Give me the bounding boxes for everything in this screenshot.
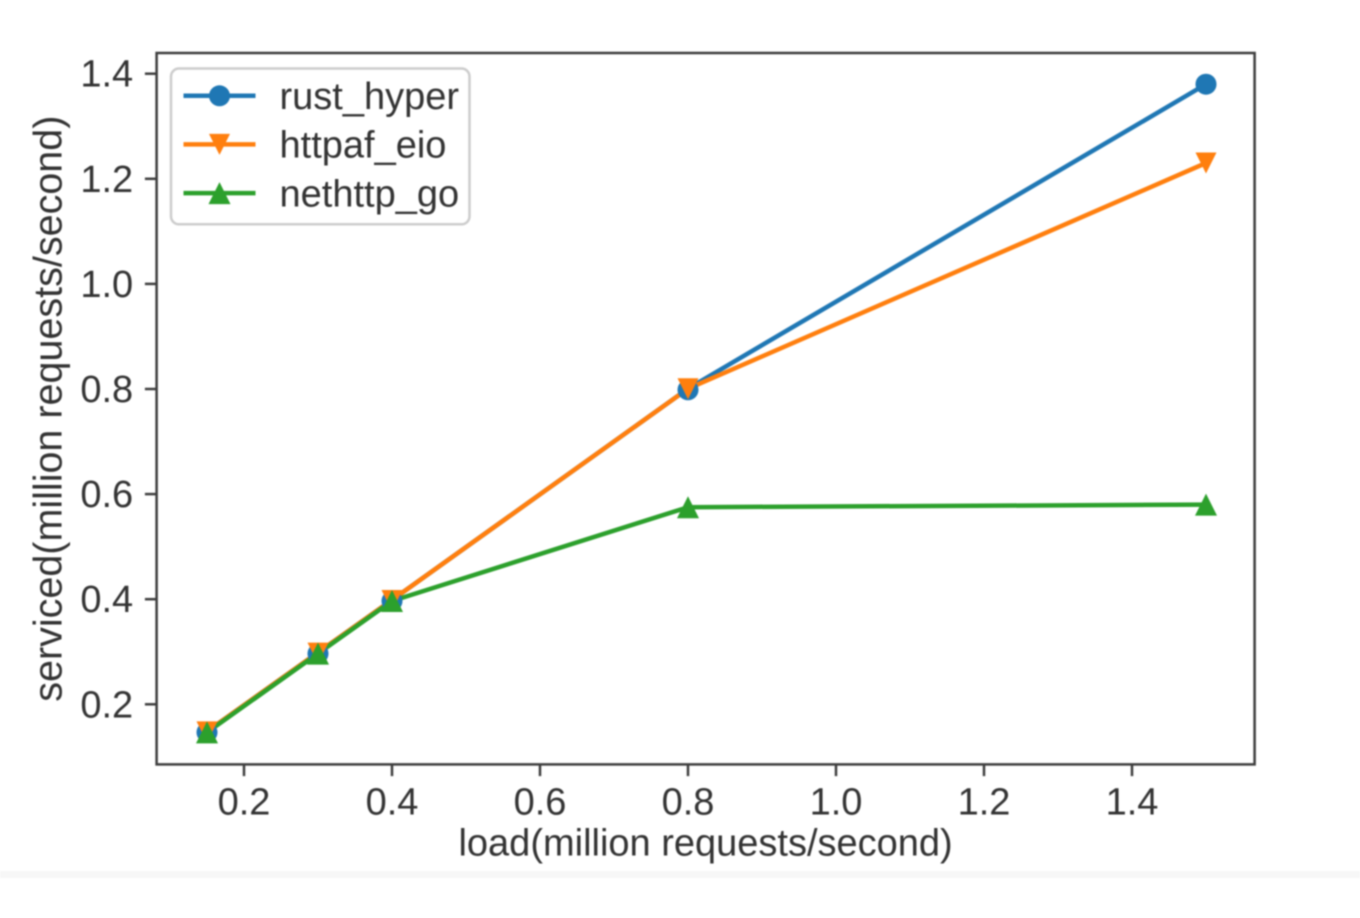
svg-text:0.2: 0.2 [80, 684, 133, 726]
svg-text:0.4: 0.4 [80, 579, 133, 621]
svg-text:1.4: 1.4 [1106, 782, 1159, 824]
svg-text:1.0: 1.0 [80, 264, 133, 306]
svg-text:1.4: 1.4 [80, 54, 133, 96]
svg-text:rust_hyper: rust_hyper [280, 76, 460, 118]
svg-text:httpaf_eio: httpaf_eio [280, 125, 447, 167]
svg-text:1.0: 1.0 [810, 782, 863, 824]
svg-text:load(million requests/second): load(million requests/second) [458, 823, 952, 865]
svg-text:nethttp_go: nethttp_go [280, 173, 460, 215]
svg-text:0.2: 0.2 [218, 782, 271, 824]
svg-text:1.2: 1.2 [958, 782, 1011, 824]
svg-text:serviced(million requests/seco: serviced(million requests/second) [27, 116, 71, 702]
svg-text:0.6: 0.6 [80, 474, 133, 516]
svg-text:0.4: 0.4 [366, 782, 419, 824]
svg-text:0.6: 0.6 [514, 782, 567, 824]
svg-text:0.8: 0.8 [80, 369, 133, 411]
svg-text:0.8: 0.8 [662, 782, 715, 824]
svg-text:1.2: 1.2 [80, 159, 133, 201]
